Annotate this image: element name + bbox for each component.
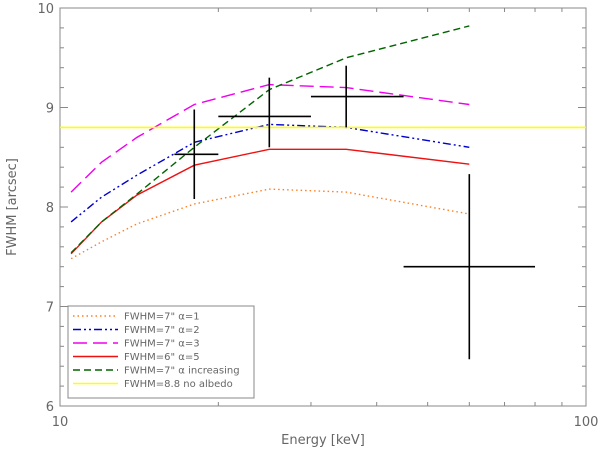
error-point-4 xyxy=(403,174,536,360)
data-series xyxy=(60,25,586,260)
legend-entry-5: FWHM=7" α increasing xyxy=(73,366,240,377)
legend-label: FWHM=7" α increasing xyxy=(124,366,240,377)
axis-ticks xyxy=(59,7,587,407)
legend-label: FWHM=7" α=2 xyxy=(124,325,200,336)
y-tick-label: 9 xyxy=(46,102,54,117)
legend-entry-4: FWHM=6" α=5 xyxy=(73,352,200,363)
series-line-2 xyxy=(70,123,470,223)
legend-entry-6: FWHM=8.8 no albedo xyxy=(73,379,233,390)
series-line-1 xyxy=(70,188,470,260)
error-point-2 xyxy=(218,77,311,148)
series-line-3 xyxy=(70,83,470,193)
error-point-1 xyxy=(174,109,219,200)
legend: FWHM=7" α=1 FWHM=7" α=2 FWHM=7" α=3 FWHM=6"… xyxy=(67,305,255,399)
error-point-3 xyxy=(310,65,404,128)
legend-label: FWHM=6" α=5 xyxy=(124,352,200,363)
legend-label: FWHM=7" α=1 xyxy=(124,312,200,323)
legend-box xyxy=(67,305,255,399)
legend-entry-3: FWHM=7" α=3 xyxy=(73,339,200,350)
x-tick-label: 100 xyxy=(574,415,599,430)
error-bars xyxy=(174,65,536,360)
legend-label: FWHM=8.8 no albedo xyxy=(124,379,233,390)
legend-entry-1: FWHM=7" α=1 xyxy=(73,312,200,323)
x-axis-label: Energy [keV] xyxy=(281,433,365,448)
tick-labels: 6 7 8 9 10 10 100 xyxy=(37,2,598,430)
y-tick-label: 8 xyxy=(46,201,54,216)
legend-label: FWHM=7" α=3 xyxy=(124,339,200,350)
series-line-5 xyxy=(70,25,470,254)
y-axis-label: FWHM [arcsec] xyxy=(5,158,20,256)
y-tick-label: 6 xyxy=(46,400,54,415)
y-tick-label: 10 xyxy=(37,2,54,17)
x-tick-label: 10 xyxy=(52,415,69,430)
series-line-4 xyxy=(70,148,470,255)
y-tick-label: 7 xyxy=(46,301,54,316)
legend-entry-2: FWHM=7" α=2 xyxy=(73,325,200,336)
